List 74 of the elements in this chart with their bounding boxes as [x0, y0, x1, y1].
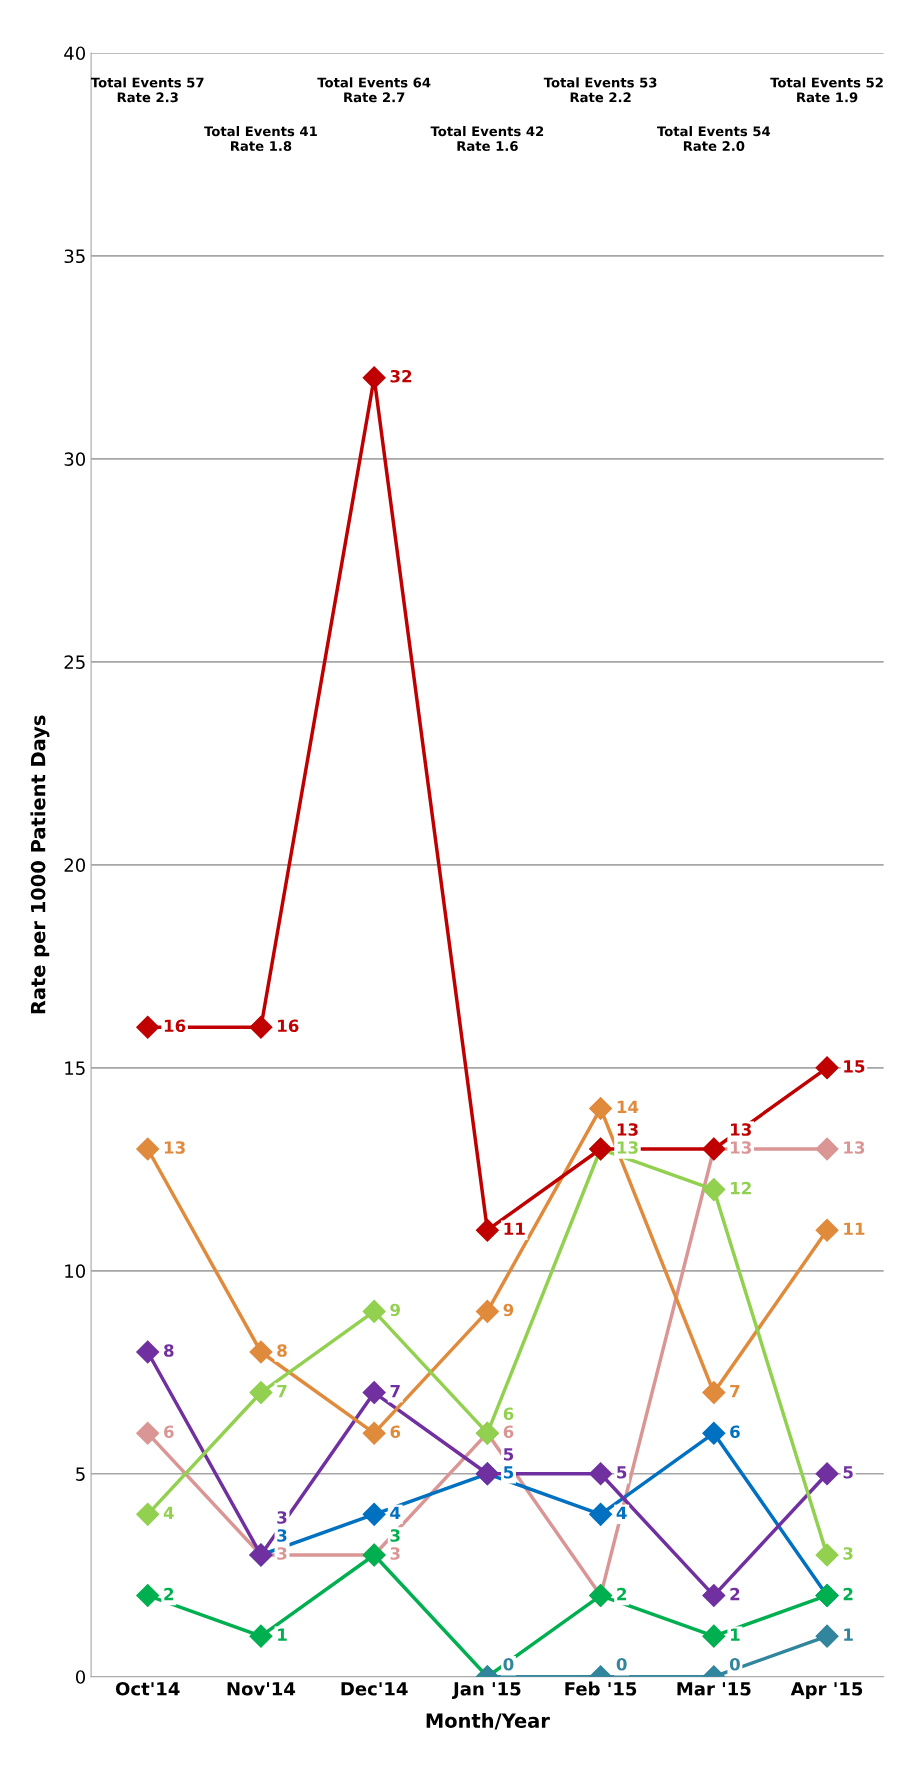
data-label: 15 [844, 1060, 865, 1073]
data-label: 6 [390, 1425, 401, 1439]
data-label: 16 [278, 1019, 299, 1033]
data-label: 9 [390, 1303, 400, 1317]
data-label: 13 [164, 1141, 185, 1154]
data-label: 2 [617, 1587, 627, 1601]
data-label: 2 [730, 1587, 740, 1601]
data-label: 14 [617, 1100, 639, 1114]
data-label: 2 [164, 1587, 174, 1601]
data-label: 3 [277, 1511, 287, 1524]
data-label: 8 [164, 1344, 174, 1357]
data-label: 4 [390, 1506, 401, 1519]
data-label: 8 [277, 1344, 287, 1357]
data-label: 5 [843, 1466, 853, 1479]
data-label: 1 [730, 1628, 740, 1641]
data-label: 1 [844, 1628, 853, 1641]
annotation: Total Events 64 Rate 2.7 [317, 77, 431, 103]
data-label: 5 [503, 1466, 514, 1479]
annotation: Total Events 57 Rate 2.3 [90, 77, 204, 103]
data-label: 4 [163, 1506, 174, 1519]
x-tick-label: Dec'14 [341, 1682, 408, 1696]
data-label: 13 [617, 1123, 638, 1136]
annotation: Total Events 53 Rate 2.2 [543, 77, 657, 103]
x-tick-label: Jan '15 [452, 1682, 521, 1699]
y-tick-label: 20 [64, 858, 86, 872]
x-tick-label: Apr '15 [790, 1682, 863, 1700]
data-label: 13 [844, 1141, 865, 1154]
data-label: 4 [616, 1506, 627, 1519]
y-tick-label: 5 [76, 1467, 85, 1481]
y-tick-label: 15 [65, 1061, 85, 1075]
annotation: Total Events 41 Rate 1.8 [204, 126, 317, 152]
data-label: 7 [277, 1385, 287, 1398]
y-tick-label: 0 [75, 1670, 86, 1684]
data-label: 11 [504, 1222, 525, 1235]
data-label: 11 [844, 1222, 865, 1235]
y-tick-label: 40 [64, 46, 86, 61]
x-axis-title: Month/Year [426, 1712, 550, 1730]
y-tick-label: 25 [64, 655, 85, 669]
data-label: 12 [730, 1181, 751, 1195]
data-label: 3 [390, 1529, 400, 1542]
x-tick-label: Nov'14 [227, 1682, 296, 1696]
data-label: 9 [503, 1303, 514, 1317]
data-label: 7 [730, 1385, 740, 1398]
x-tick-label: Mar '15 [677, 1682, 751, 1696]
x-tick-label: Feb '15 [565, 1681, 637, 1696]
data-label: 7 [390, 1385, 400, 1398]
y-tick-label: 30 [64, 452, 86, 467]
data-label: 3 [390, 1547, 400, 1560]
data-label: 16 [164, 1019, 186, 1033]
y-axis-title: Rate per 1000 Patient Days [30, 715, 50, 1014]
data-label: 0 [616, 1657, 627, 1671]
x-tick-label: Oct'14 [115, 1681, 180, 1696]
data-label: 13 [617, 1141, 638, 1154]
data-label: 0 [729, 1657, 740, 1671]
data-label: 3 [277, 1529, 287, 1542]
data-label: 13 [730, 1141, 751, 1154]
data-label: 32 [390, 369, 412, 383]
y-tick-label: 10 [65, 1264, 86, 1278]
annotation: Total Events 42 Rate 1.6 [430, 126, 544, 152]
data-label: 6 [503, 1407, 514, 1421]
annotation: Total Events 52 Rate 1.9 [770, 77, 883, 103]
data-label: 1 [278, 1628, 287, 1641]
data-label: 3 [843, 1547, 853, 1560]
data-label: 6 [164, 1425, 174, 1439]
y-tick-label: 35 [64, 249, 85, 264]
data-label: 2 [843, 1587, 853, 1601]
annotation: Total Events 54 Rate 2.0 [657, 126, 771, 152]
data-label: 6 [730, 1425, 740, 1439]
data-label: 6 [503, 1425, 514, 1439]
data-label: 5 [503, 1448, 514, 1461]
data-label: 3 [277, 1547, 287, 1560]
data-label: 5 [617, 1466, 627, 1479]
data-label: 13 [730, 1123, 751, 1136]
data-label: 0 [503, 1657, 514, 1671]
